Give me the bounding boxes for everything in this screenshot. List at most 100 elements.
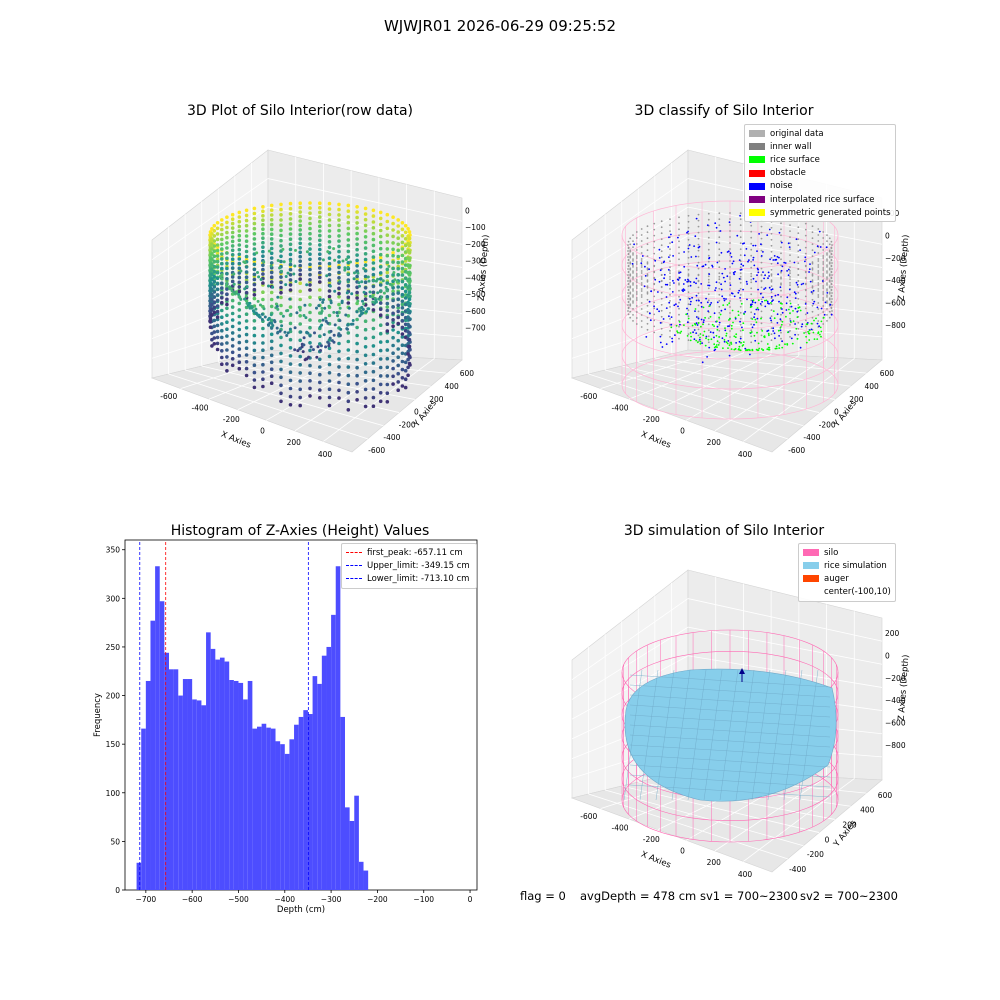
legend-label: inner wall — [770, 141, 812, 152]
figure-title: WJWJR01 2026-06-29 09:25:52 — [383, 17, 617, 35]
histogram-bar — [358, 861, 364, 890]
simulation-legend-item: silo — [803, 546, 891, 559]
raw-ytick: 600 — [460, 369, 475, 378]
classify-xlabel: X Axies — [639, 430, 672, 451]
histogram-bar — [238, 682, 244, 890]
histogram-bar — [312, 676, 318, 890]
legend-label: original data — [770, 128, 824, 139]
legend-swatch — [749, 182, 765, 190]
classify-xtick: 0 — [680, 427, 685, 436]
classify-ztick: −400 — [885, 276, 906, 285]
legend-swatch — [749, 143, 765, 151]
classify-ztick: −200 — [885, 254, 906, 263]
histogram-bars — [136, 566, 369, 890]
classify-ytick: 0 — [834, 408, 839, 417]
classify-legend-item: noise — [749, 180, 891, 193]
raw-xtick: 200 — [287, 438, 302, 447]
legend-swatch — [749, 169, 765, 177]
simulation-xtick: 0 — [680, 847, 685, 856]
legend-label: noise — [770, 181, 793, 192]
classify-legend-item: original data — [749, 127, 891, 140]
legend-label: Lower_limit: -713.10 cm — [367, 573, 470, 584]
histogram-bar — [247, 680, 253, 890]
histogram-bar — [192, 699, 197, 890]
histogram-bar — [145, 680, 151, 890]
legend-label: obstacle — [770, 168, 806, 179]
raw-ytick: -600 — [368, 446, 385, 455]
simulation-ztick: −800 — [885, 741, 906, 750]
histogram-xtick: −500 — [228, 895, 249, 904]
legend-label: Upper_limit: -349.15 cm — [367, 560, 470, 571]
classify-legend-item: obstacle — [749, 167, 891, 180]
histogram-bar — [289, 739, 295, 890]
histogram-ytick: 50 — [110, 837, 120, 846]
histogram-bar — [307, 714, 313, 890]
histogram-legend: first_peak: -657.11 cm Upper_limit: -349.… — [341, 543, 477, 589]
legend-label: rice surface — [770, 154, 820, 165]
simulation-ytick: -200 — [807, 850, 824, 859]
histogram-bar — [210, 648, 216, 890]
status-avg-depth: avgDepth = 478 cm — [580, 889, 697, 903]
histogram-ytick: 0 — [115, 886, 120, 895]
histogram-bar — [266, 727, 271, 890]
simulation-ztick: 200 — [885, 629, 900, 638]
histogram-bar — [229, 680, 234, 890]
classify-legend-item: inner wall — [749, 140, 891, 153]
histogram-bar — [206, 632, 211, 890]
raw-ztick: −700 — [465, 324, 486, 333]
histogram-ytick: 200 — [106, 692, 121, 701]
histogram-bar — [196, 700, 202, 890]
legend-line — [346, 578, 362, 580]
simulation-ytick: 400 — [860, 806, 875, 815]
histogram-bar — [243, 699, 248, 890]
legend-swatch — [803, 575, 819, 583]
histogram-bar — [275, 741, 281, 890]
simulation-ytick: 600 — [878, 791, 893, 800]
histogram-ylabel: Frequency — [93, 693, 103, 737]
histogram-bar — [224, 661, 230, 890]
histogram-bar — [182, 679, 188, 890]
simulation-zlabel: Z Axies (Depth) — [897, 654, 912, 721]
histogram-ytick: 100 — [106, 789, 121, 798]
histogram-bar — [261, 723, 267, 890]
histogram-legend-item: first_peak: -657.11 cm — [346, 546, 472, 559]
raw-ztick: 0 — [465, 206, 470, 215]
histogram-bar — [136, 862, 142, 890]
histogram-bar — [284, 753, 290, 890]
simulation-legend-item: rice simulation — [803, 559, 891, 572]
raw-ytick: 0 — [414, 408, 419, 417]
histogram-bar — [257, 726, 262, 890]
center-marker — [739, 668, 745, 674]
histogram-ytick: 150 — [106, 740, 121, 749]
histogram-bar — [349, 820, 355, 890]
raw-ztick: −200 — [465, 240, 486, 249]
legend-swatch — [803, 549, 819, 557]
histogram-chart[interactable]: −700 −600 −500 −400 −300 −200 −100 0 0 50 100 150 20… — [80, 530, 490, 920]
histogram-legend-item: Upper_limit: -349.15 cm — [346, 559, 472, 572]
histogram-xtick: −100 — [413, 895, 434, 904]
status-sv2: sv2 = 700~2300 — [800, 889, 898, 903]
raw-zlabel: Z Axies (Depth) — [477, 234, 492, 301]
simulation-ytick: 200 — [842, 821, 857, 830]
histogram-bar — [280, 744, 285, 890]
legend-label: first_peak: -657.11 cm — [367, 547, 463, 558]
simulation-plot-title: 3D simulation of Silo Interior — [623, 523, 825, 539]
classify-pane-2 — [570, 349, 883, 453]
histogram-bar — [164, 652, 169, 890]
simulation-model — [621, 629, 839, 843]
histogram-bar — [340, 716, 345, 890]
simulation-xtick: -200 — [643, 835, 660, 844]
raw-xtick: 0 — [260, 427, 265, 436]
legend-swatch — [749, 156, 765, 164]
legend-label: rice simulation — [824, 560, 887, 571]
histogram-xtick: −300 — [321, 895, 342, 904]
raw-xtick: -600 — [160, 392, 177, 401]
histogram-bar — [270, 728, 276, 890]
simulation-xlabel: X Axies — [639, 850, 672, 871]
histogram-bar — [219, 657, 225, 890]
simulation-3d-plot[interactable]: -600-400-2000200400-400-2000200400600200… — [560, 560, 920, 880]
histogram-xlabel: Depth (cm) — [277, 905, 325, 915]
legend-swatch — [803, 589, 819, 596]
simulation-ztick: −600 — [885, 719, 906, 728]
